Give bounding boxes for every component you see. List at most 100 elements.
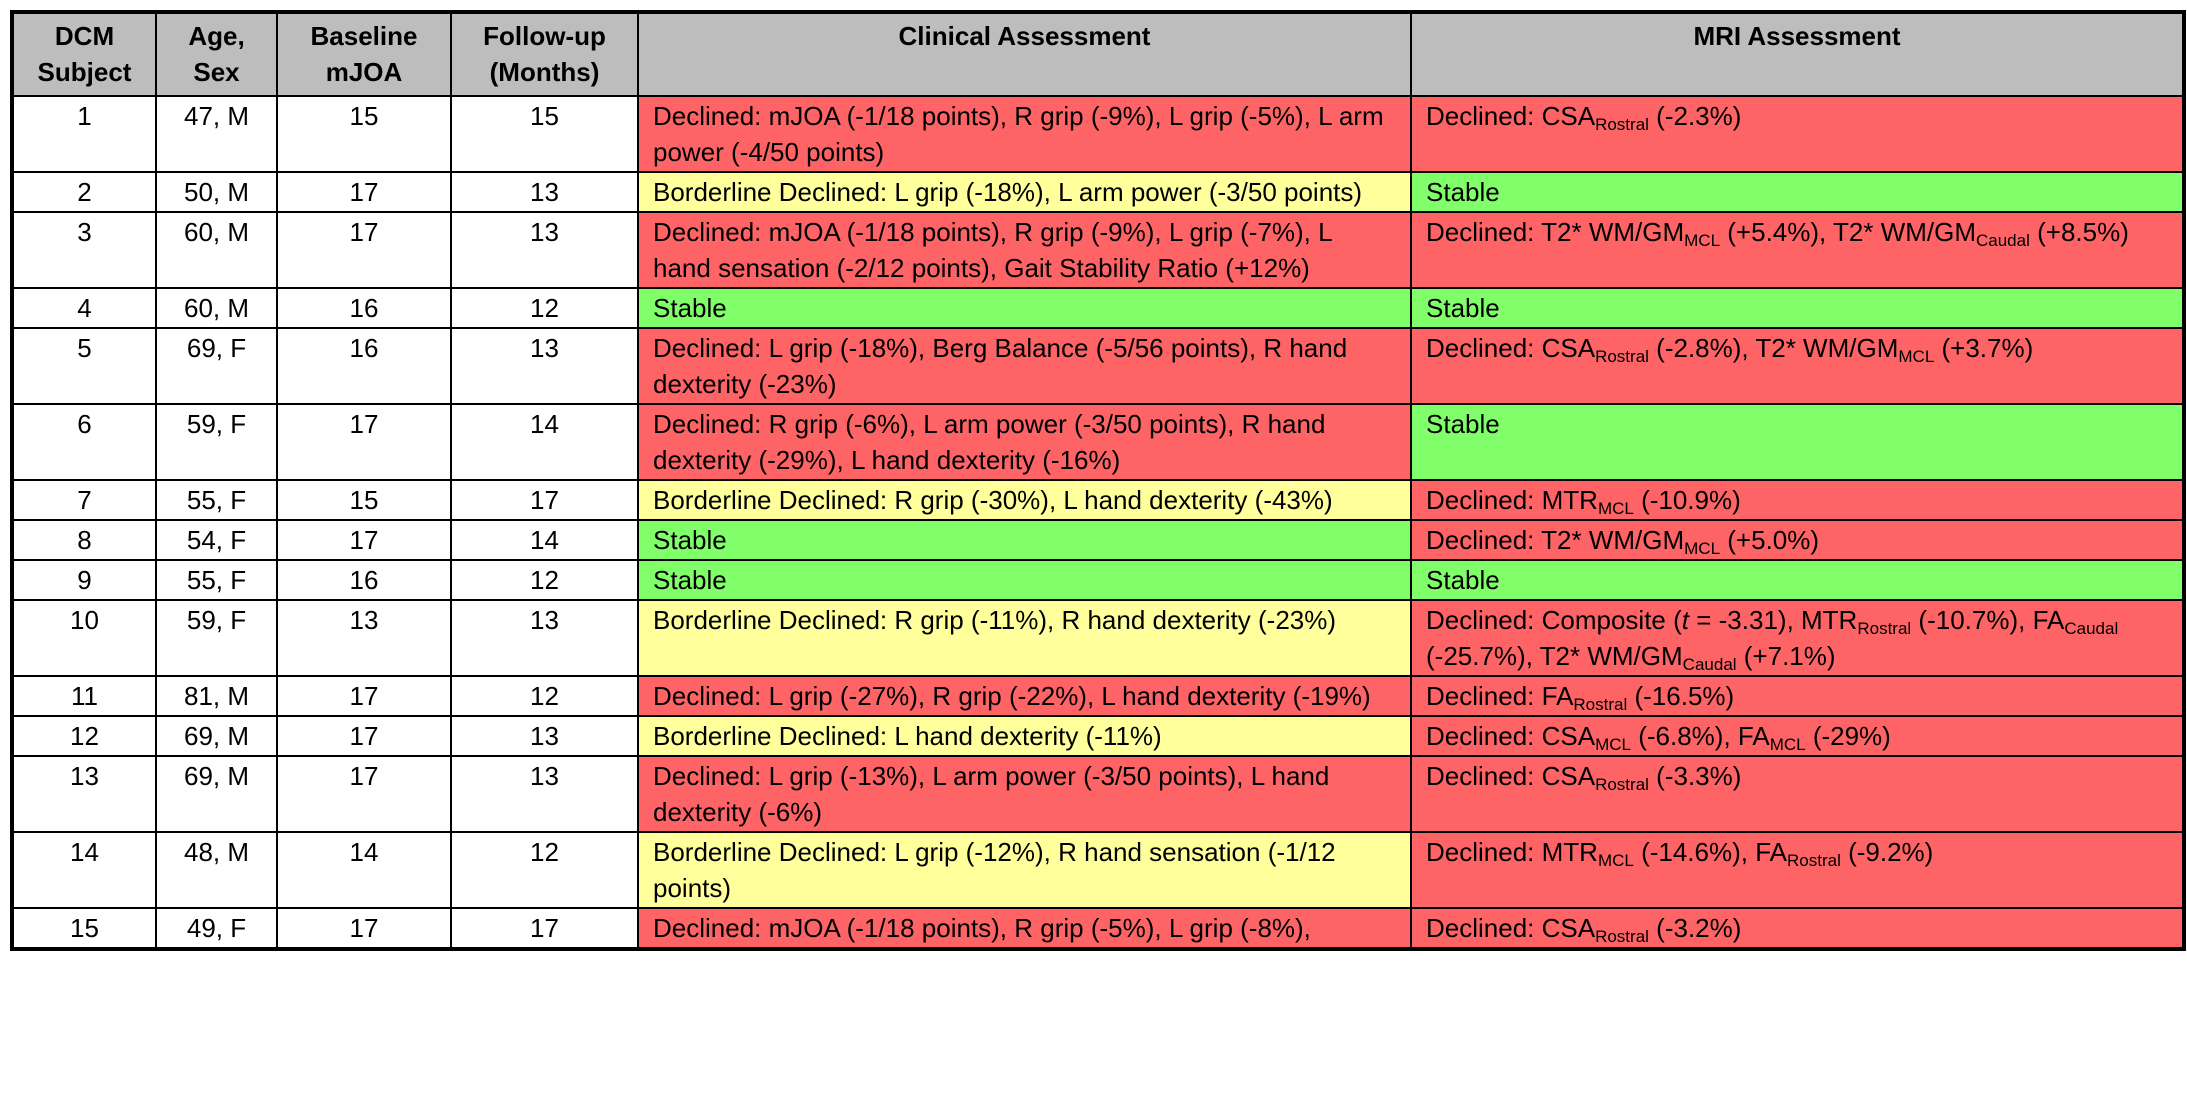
mri-cell: Declined: CSARostral (-3.2%) bbox=[1410, 907, 2185, 950]
mri-text: (-25.7%), T2* WM/GM bbox=[1426, 641, 1683, 671]
clinical-cell: Declined: mJOA (-1/18 points), R grip (-… bbox=[637, 907, 1412, 950]
mri-cell: Declined: CSARostral (-3.3%) bbox=[1410, 755, 2185, 833]
mri-text: (-10.7%), FA bbox=[1911, 605, 2065, 635]
mri-cell: Stable bbox=[1410, 403, 2185, 481]
followup-cell: 13 bbox=[450, 211, 639, 289]
mri-cell: Declined: CSARostral (-2.3%) bbox=[1410, 95, 2185, 173]
mjoa-cell: 17 bbox=[276, 403, 452, 481]
age-sex-cell: 54, F bbox=[155, 519, 278, 561]
clinical-cell: Declined: L grip (-18%), Berg Balance (-… bbox=[637, 327, 1412, 405]
clinical-text: Borderline Declined: R grip (-11%), R ha… bbox=[653, 605, 1337, 635]
mri-subscript: Rostral bbox=[1787, 851, 1841, 870]
mri-text: (-10.9%) bbox=[1633, 485, 1741, 515]
header-text: Subject bbox=[37, 57, 132, 87]
table-row: 6 59, F 17 14 Declined: R grip (-6%), L arm … bbox=[11, 403, 2185, 481]
mri-subscript: Caudal bbox=[1976, 231, 2030, 250]
clinical-cell: Declined: L grip (-27%), R grip (-22%), … bbox=[637, 675, 1412, 717]
mri-text: (+7.1%) bbox=[1736, 641, 1836, 671]
age-sex-cell: 59, F bbox=[155, 403, 278, 481]
header-text: (Months) bbox=[489, 57, 600, 87]
followup-cell: 17 bbox=[450, 479, 639, 521]
age-sex-cell: 59, F bbox=[155, 599, 278, 677]
mri-text: (-9.2%) bbox=[1840, 837, 1934, 867]
age-sex-cell: 55, F bbox=[155, 559, 278, 601]
mri-text: (-14.6%), FA bbox=[1633, 837, 1787, 867]
subject-cell: 15 bbox=[11, 907, 157, 950]
mri-text: Declined: T2* WM/GM bbox=[1426, 217, 1685, 247]
mri-text: Stable bbox=[1426, 565, 1500, 595]
mri-text: Declined: T2* WM/GM bbox=[1426, 525, 1685, 555]
table-row: 9 55, F 16 12 Stable Stable bbox=[11, 559, 2185, 601]
followup-cell: 13 bbox=[450, 171, 639, 213]
table-row: 8 54, F 17 14 Stable Declined: T2* WM/GMMCL (… bbox=[11, 519, 2185, 561]
mri-text: (+8.5%) bbox=[2029, 217, 2129, 247]
clinical-text: Stable bbox=[653, 525, 727, 555]
subject-cell: 9 bbox=[11, 559, 157, 601]
mri-subscript: Rostral bbox=[1595, 347, 1649, 366]
subject-cell: 14 bbox=[11, 831, 157, 909]
clinical-text: Declined: mJOA (-1/18 points), R grip (-… bbox=[653, 913, 1311, 943]
age-sex-cell: 47, M bbox=[155, 95, 278, 173]
mjoa-cell: 17 bbox=[276, 715, 452, 757]
mri-text: Stable bbox=[1426, 293, 1500, 323]
mjoa-cell: 17 bbox=[276, 519, 452, 561]
mri-subscript: MCL bbox=[1898, 347, 1935, 366]
table-row: 1 47, M 15 15 Declined: mJOA (-1/18 points),… bbox=[11, 95, 2185, 173]
header-cell: DCM Subject bbox=[11, 11, 157, 97]
header-cell: Clinical Assessment bbox=[637, 11, 1412, 97]
followup-cell: 17 bbox=[450, 907, 639, 950]
mri-subscript: MCL bbox=[1769, 735, 1806, 754]
followup-cell: 13 bbox=[450, 715, 639, 757]
age-sex-cell: 48, M bbox=[155, 831, 278, 909]
age-sex-cell: 81, M bbox=[155, 675, 278, 717]
mri-text: (+5.4%), T2* WM/GM bbox=[1720, 217, 1976, 247]
mjoa-cell: 15 bbox=[276, 95, 452, 173]
clinical-text: Borderline Declined: L grip (-18%), L ar… bbox=[653, 177, 1363, 207]
mri-cell: Declined: T2* WM/GMMCL (+5.0%) bbox=[1410, 519, 2185, 561]
subject-cell: 3 bbox=[11, 211, 157, 289]
mri-text: Declined: CSA bbox=[1426, 913, 1596, 943]
mri-text: (+3.7%) bbox=[1934, 333, 2034, 363]
clinical-cell: Declined: R grip (-6%), L arm power (-3/… bbox=[637, 403, 1412, 481]
mri-subscript: MCL bbox=[1684, 539, 1721, 558]
header-text: Sex bbox=[193, 57, 240, 87]
mri-text: Declined: CSA bbox=[1426, 333, 1596, 363]
mjoa-cell: 17 bbox=[276, 907, 452, 950]
clinical-text: Borderline Declined: L grip (-12%), R ha… bbox=[653, 837, 1336, 903]
mjoa-cell: 17 bbox=[276, 211, 452, 289]
mri-text: Declined: MTR bbox=[1426, 485, 1598, 515]
followup-cell: 15 bbox=[450, 95, 639, 173]
clinical-cell: Declined: L grip (-13%), L arm power (-3… bbox=[637, 755, 1412, 833]
header-text: Age, bbox=[188, 21, 245, 51]
header-text: Follow-up bbox=[483, 21, 606, 51]
mjoa-cell: 16 bbox=[276, 559, 452, 601]
followup-cell: 13 bbox=[450, 755, 639, 833]
mri-cell: Declined: FARostral (-16.5%) bbox=[1410, 675, 2185, 717]
mri-cell: Declined: CSAMCL (-6.8%), FAMCL (-29%) bbox=[1410, 715, 2185, 757]
mri-subscript: Rostral bbox=[1595, 775, 1649, 794]
subject-cell: 7 bbox=[11, 479, 157, 521]
clinical-cell: Stable bbox=[637, 519, 1412, 561]
mjoa-cell: 16 bbox=[276, 287, 452, 329]
subject-cell: 8 bbox=[11, 519, 157, 561]
mri-subscript: Rostral bbox=[1573, 695, 1628, 714]
clinical-text: Declined: mJOA (-1/18 points), R grip (-… bbox=[653, 101, 1384, 167]
age-sex-cell: 69, F bbox=[155, 327, 278, 405]
followup-cell: 12 bbox=[450, 675, 639, 717]
mjoa-cell: 16 bbox=[276, 327, 452, 405]
mri-text: Stable bbox=[1426, 177, 1500, 207]
mri-text: = -3.31), MTR bbox=[1689, 605, 1858, 635]
mri-subscript: MCL bbox=[1595, 735, 1631, 754]
followup-cell: 14 bbox=[450, 519, 639, 561]
table-row: 10 59, F 13 13 Borderline Declined: R grip (… bbox=[11, 599, 2185, 677]
header-text: MRI Assessment bbox=[1693, 21, 1901, 51]
mjoa-cell: 17 bbox=[276, 171, 452, 213]
table-row: 7 55, F 15 17 Borderline Declined: R grip (-… bbox=[11, 479, 2185, 521]
mri-text: Declined: CSA bbox=[1426, 761, 1596, 791]
table-row: 15 49, F 17 17 Declined: mJOA (-1/18 points)… bbox=[11, 907, 2185, 950]
mri-cell: Declined: CSARostral (-2.8%), T2* WM/GMM… bbox=[1410, 327, 2185, 405]
followup-cell: 12 bbox=[450, 287, 639, 329]
mri-subscript: Caudal bbox=[2064, 619, 2119, 638]
subject-cell: 4 bbox=[11, 287, 157, 329]
